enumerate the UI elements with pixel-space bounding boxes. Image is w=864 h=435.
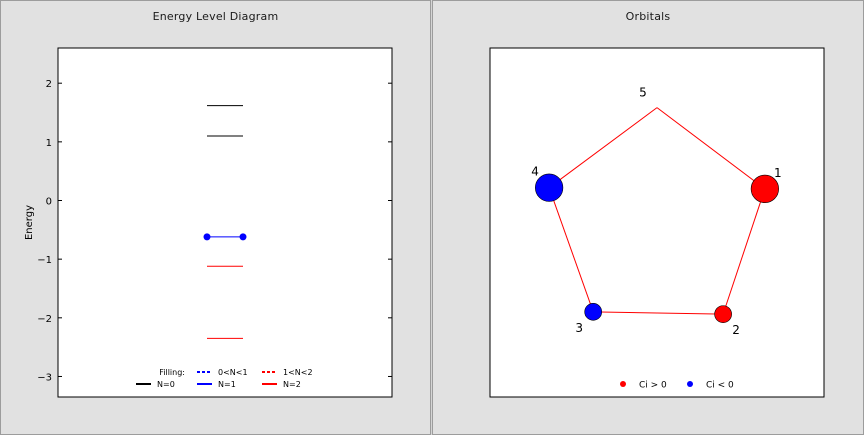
bond-edge <box>656 107 766 190</box>
atom-label: 4 <box>531 165 539 179</box>
legend-title: Filling: <box>159 368 185 377</box>
y-tick-label: −3 <box>37 372 52 383</box>
electron-marker <box>203 233 211 241</box>
y-tick-label: 2 <box>46 79 52 90</box>
atom-label: 3 <box>575 321 583 335</box>
bond-edge <box>593 311 724 315</box>
atom-orbital-circle <box>714 305 732 323</box>
legend-marker <box>620 381 626 387</box>
atom-label: 1 <box>774 166 782 180</box>
legend-entry-label: 0<N<1 <box>218 368 248 377</box>
atom-orbital-circle <box>584 303 603 321</box>
energy-panel-title: Energy Level Diagram <box>152 10 279 23</box>
legend-entry-label: 1<N<2 <box>283 368 313 377</box>
electron-marker <box>239 233 247 241</box>
atom-orbital-circle <box>535 173 564 202</box>
y-tick-label: −1 <box>37 255 52 266</box>
legend-entry-label: N=1 <box>218 380 236 389</box>
legend-entry-label: N=0 <box>157 380 175 389</box>
energy-plot-area <box>57 47 393 398</box>
legend-marker <box>687 381 693 387</box>
y-axis-label: Energy <box>24 205 35 240</box>
bond-edge <box>722 188 766 315</box>
orbitals-plot-area <box>489 47 825 398</box>
orbitals-panel-title: Orbitals <box>625 10 671 23</box>
y-tick-label: 1 <box>46 138 52 149</box>
atom-label: 2 <box>732 323 740 337</box>
bond-edge <box>548 187 594 312</box>
atom-label: 5 <box>639 86 647 100</box>
legend-entry-label: N=2 <box>283 380 301 389</box>
orbitals-chart: 1 2 3 4 5 Ci > 0 Ci < 0 <box>489 47 825 398</box>
energy-level-panel: Energy Level Diagram 2 1 0 −1 −2 −3 Energy Fill… <box>0 0 431 435</box>
legend-entry-label: Ci < 0 <box>706 381 734 391</box>
orbitals-panel: Orbitals 1 2 3 4 5 Ci > 0 Ci < 0 <box>432 0 864 435</box>
y-tick-label: 0 <box>46 197 52 208</box>
y-tick-label: −2 <box>37 314 52 325</box>
energy-level-chart: 2 1 0 −1 −2 −3 Energy Filling: 0<N<1 1<N<2 N=0 N=1 N… <box>24 47 393 398</box>
bond-edge <box>548 107 658 189</box>
legend-entry-label: Ci > 0 <box>639 381 667 391</box>
atom-orbital-circle <box>750 174 779 203</box>
